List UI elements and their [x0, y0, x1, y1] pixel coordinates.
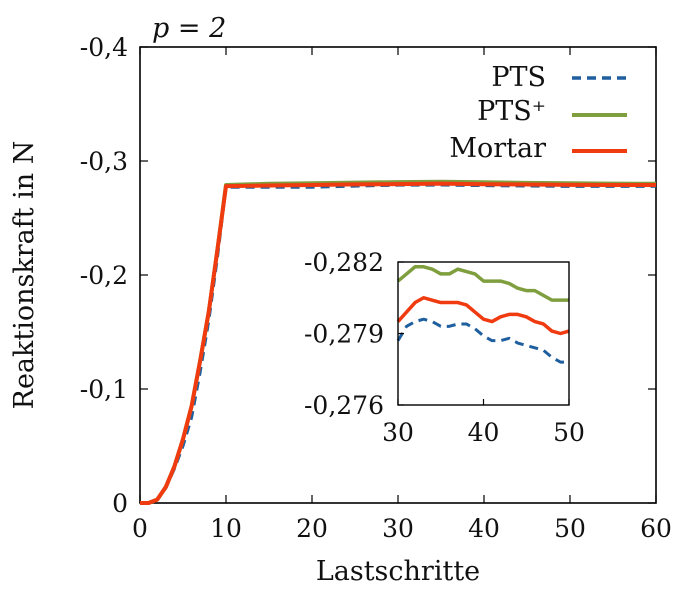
legend-label-mortar: Mortar	[449, 133, 546, 164]
main-y-tick-label: 0	[112, 489, 128, 518]
inset-x-tick-label: 30	[382, 418, 414, 447]
inset-series-line-pts	[396, 317, 569, 364]
main-x-tick-label: 10	[210, 514, 242, 543]
inset-series-line-pts-plus	[396, 265, 569, 302]
legend: PTS PTS⁺ Mortar	[449, 62, 627, 164]
x-axis-label: Lastschritte	[316, 556, 480, 587]
inset-x-tick-label: 40	[468, 418, 500, 447]
inset-y-tick-label: -0,276	[304, 391, 384, 420]
main-x-tick-label: 0	[132, 514, 148, 543]
main-x-tick-label: 30	[382, 514, 414, 543]
legend-label-pts: PTS	[491, 62, 546, 93]
main-y-tick-label: -0,2	[80, 261, 128, 290]
inset-series-line-mortar	[396, 296, 570, 336]
y-axis-label: Reaktionskraft in N	[9, 141, 40, 410]
main-series	[140, 179, 657, 505]
inset-background	[398, 262, 569, 405]
inset-y-tick-label: -0,279	[304, 320, 384, 349]
inset-series	[396, 265, 570, 364]
main-x-tick-label: 20	[296, 514, 328, 543]
main-y-tick-label: -0,3	[80, 147, 128, 176]
inset-x-tick-label: 50	[553, 418, 585, 447]
main-x-tick-label: 40	[468, 514, 500, 543]
main-x-tick-label: 50	[554, 514, 586, 543]
inset-ticks: 30 40 50 -0,282 -0,279 -0,276	[304, 248, 585, 447]
main-series-line-mortar	[140, 181, 657, 505]
inset-y-tick-label: -0,282	[304, 248, 384, 277]
main-y-tick-label: -0,1	[80, 375, 128, 404]
plot-title: p = 2	[152, 13, 226, 44]
main-y-tick-label: -0,4	[80, 33, 128, 62]
main-ticks: 0 10 20 30 40 50 60 0 -0,1 -0,2 -0,3 -0,4	[80, 33, 672, 543]
main-x-tick-label: 60	[640, 514, 672, 543]
legend-label-pts-plus: PTS⁺	[477, 96, 546, 127]
